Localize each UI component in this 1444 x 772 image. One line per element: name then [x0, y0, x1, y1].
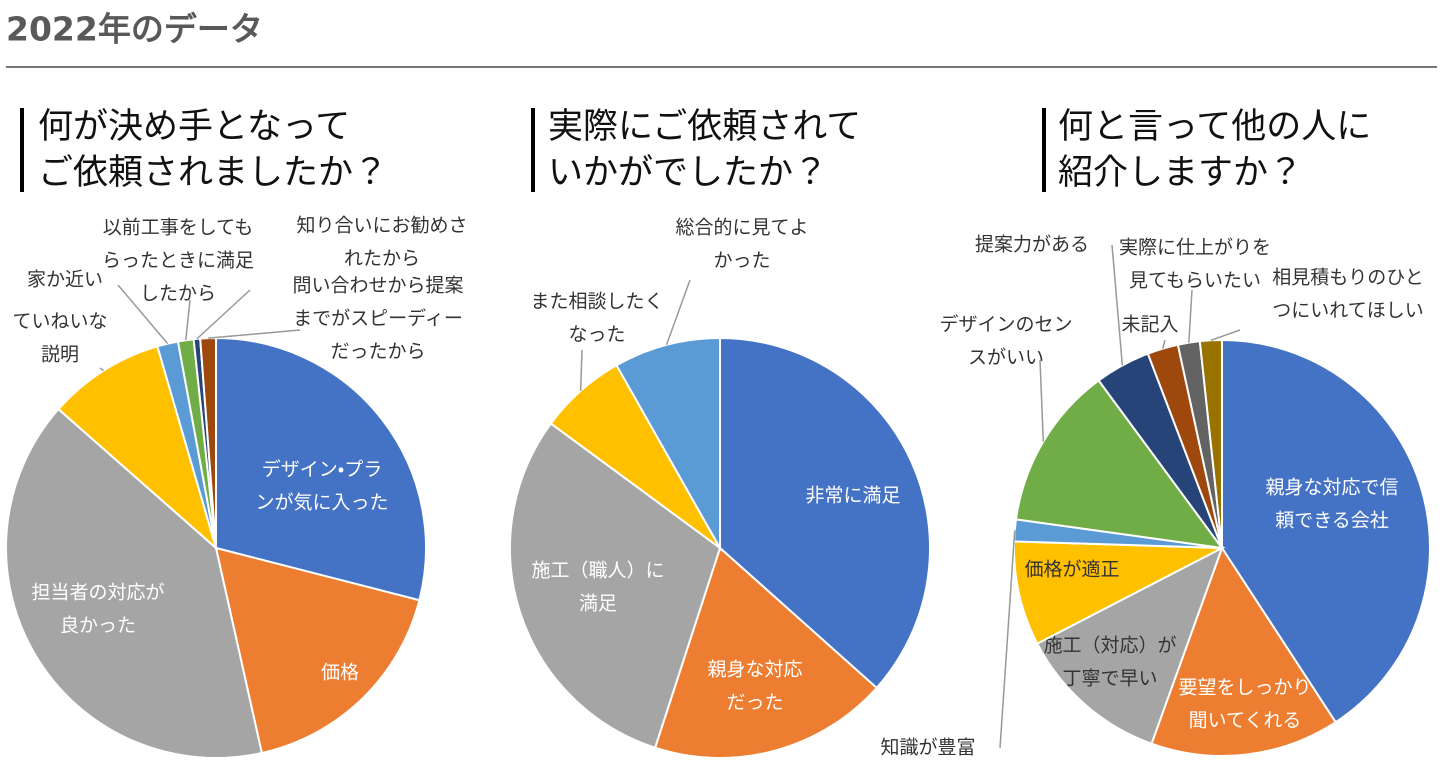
slice-label: 親身な対応 — [707, 659, 802, 681]
slice-label: したから — [140, 283, 216, 305]
chart-title: 何と言って他の人に — [1058, 107, 1371, 147]
slice-label: 親身な対応で信 — [1265, 477, 1398, 499]
slice-label: また相談したく — [530, 291, 663, 313]
slice-label: 満足 — [579, 593, 617, 615]
slice-label: だったから — [330, 341, 425, 363]
leader-line — [196, 289, 251, 340]
leader-line — [99, 367, 104, 372]
slice-label: 担当者の対応が — [31, 582, 164, 604]
slice-label: 未記入 — [1121, 314, 1178, 336]
chart-title: いかがでしたか？ — [548, 153, 828, 193]
chart-title: 紹介しますか？ — [1058, 153, 1303, 193]
slice-label: 頼できる会社 — [1275, 510, 1389, 532]
leader-line — [999, 530, 1016, 749]
slice-label: 良かった — [60, 615, 136, 637]
slice-label: 知識が豊富 — [880, 737, 975, 759]
page-title: 2022年のデータ — [6, 10, 263, 49]
slice-label: ていねいな — [12, 311, 107, 333]
slice-label: 総合的に見てよ — [675, 217, 808, 239]
slice-label: 見てもらいたい — [1129, 270, 1261, 292]
slice-label: デザイン・プラ — [262, 459, 382, 481]
leader-line — [1188, 289, 1193, 343]
slice-label: 施工（職人）に — [531, 560, 664, 582]
slice-label: 問い合わせから提案 — [292, 275, 463, 297]
slice-label: 価格が適正 — [1024, 559, 1119, 581]
slice-label: かった — [713, 250, 770, 272]
pie-slice — [1150, 545, 1338, 758]
pie-slice — [1035, 545, 1224, 745]
chart-title: 何が決め手となって — [38, 107, 350, 147]
leader-line — [1210, 329, 1241, 342]
pie-slice — [1198, 338, 1223, 549]
slice-label: らったときに満足 — [102, 250, 254, 272]
pie-slice — [615, 336, 721, 552]
slice-label: だった — [726, 692, 783, 714]
chart-title: ご依頼されましたか？ — [38, 153, 388, 193]
leader-line — [208, 329, 301, 339]
slice-label: れたから — [344, 248, 420, 270]
pie-slice — [57, 345, 218, 552]
slice-label: 提案力がある — [975, 234, 1089, 256]
pie-slice — [653, 546, 879, 759]
slice-label: なった — [568, 324, 625, 346]
slice-label: デザインのセン — [939, 314, 1072, 336]
slice-label: 価格 — [321, 662, 359, 684]
leader-line — [117, 284, 169, 345]
slice-label: 相見積もりのひと — [1272, 267, 1423, 289]
slice-label: までがスピーディー — [293, 308, 463, 330]
slice-label: 丁寧で早い — [1062, 668, 1157, 690]
leader-line — [1039, 359, 1045, 442]
pie-slice — [509, 422, 722, 749]
leader-line — [665, 279, 691, 346]
pie-slice — [5, 407, 264, 759]
slice-label: 聞いてくれる — [1189, 710, 1302, 732]
leader-line — [1161, 339, 1166, 349]
pie-slice — [215, 336, 427, 602]
pie-slice — [214, 546, 421, 755]
slice-label: 要望をしっかり — [1178, 677, 1311, 699]
slice-label: 説明 — [41, 344, 79, 366]
slice-label: スがいい — [968, 347, 1044, 369]
leader-line — [579, 349, 583, 391]
slice-label: 施工（対応）が — [1043, 635, 1176, 657]
slice-label: 家か近い — [27, 269, 103, 291]
slice-label: 知り合いにお勧めさ — [296, 215, 467, 237]
leader-line — [1111, 244, 1124, 366]
slice-label: ンが気に入った — [255, 492, 388, 514]
slice-label: 非常に満足 — [805, 485, 900, 507]
slice-label: 実際に仕上がりを — [1119, 237, 1271, 259]
slice-label: つにいれてほしい — [1272, 300, 1423, 322]
pie-slice — [719, 336, 931, 690]
leader-line — [185, 299, 191, 341]
chart-title: 実際にご依頼されて — [548, 107, 861, 147]
slice-label: 以前工事をしても — [103, 217, 253, 239]
